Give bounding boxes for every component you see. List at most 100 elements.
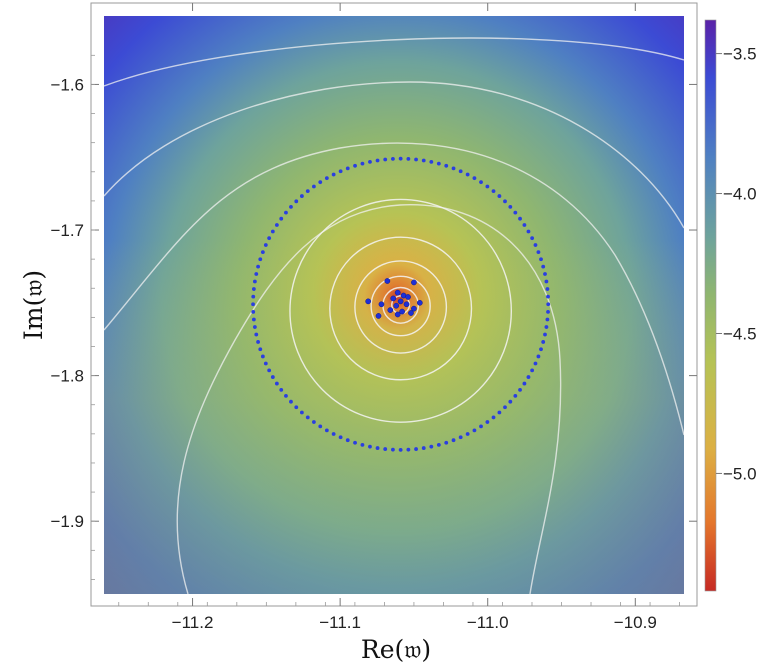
dotted-circle-dot — [289, 204, 293, 209]
dotted-circle-dot — [513, 393, 518, 398]
dotted-circle-dot — [254, 272, 259, 276]
scatter-point — [394, 311, 401, 318]
dotted-circle-dot — [541, 340, 546, 344]
dotted-circle-dot — [546, 309, 550, 314]
dotted-circle-dot — [383, 447, 388, 451]
dotted-circle-dot — [421, 158, 426, 163]
dotted-circle-dot — [260, 250, 265, 254]
dotted-circle-dot — [338, 435, 343, 440]
dotted-circle-dot — [485, 420, 490, 424]
dotted-circle-dot — [324, 428, 329, 433]
dotted-circle-dot — [274, 381, 279, 386]
dotted-circle-dot — [503, 405, 507, 410]
dotted-circle-dot — [458, 435, 463, 440]
dotted-circle-dot — [414, 157, 418, 162]
dotted-circle-dot — [522, 223, 527, 227]
dotted-circle-dot — [383, 157, 388, 162]
dotted-circle-dot — [256, 340, 260, 344]
dotted-circle-dot — [536, 354, 541, 359]
dotted-circle-dot — [299, 410, 304, 415]
dotted-circle-dot — [508, 204, 513, 209]
dotted-circle-dot — [251, 317, 256, 322]
dotted-circle-dot — [436, 443, 441, 447]
dotted-circle-dot — [251, 309, 256, 314]
dotted-circle-dot — [508, 399, 513, 404]
contour-line — [176, 204, 562, 594]
dotted-circle-dot — [497, 410, 502, 415]
colorbar-ramp — [704, 19, 717, 592]
dotted-circle-dot — [429, 444, 434, 449]
dotted-circle-dot — [472, 428, 477, 433]
dotted-circle-dot — [546, 294, 550, 299]
dotted-circle-dot — [252, 279, 257, 284]
dotted-circle-dot — [479, 180, 483, 185]
contour-ring — [370, 275, 431, 337]
contour-ring — [289, 198, 513, 423]
scatter-point — [416, 299, 423, 306]
dotted-circle-dot — [544, 279, 549, 284]
x-axis-ticks: −11.2 −11.1 −11.0 −10.9 — [118, 3, 680, 632]
dotted-circle-dot — [258, 347, 263, 352]
scatter-point — [408, 310, 414, 316]
scatter-point — [365, 298, 372, 305]
y-tick-label: −1.6 — [50, 75, 84, 94]
scatter-points — [365, 278, 423, 319]
dotted-circle-dot — [284, 210, 288, 215]
dotted-circle-dot — [368, 159, 372, 164]
dotted-circle-dot — [267, 236, 272, 241]
contour-ring — [329, 236, 473, 381]
dotted-circle-dot — [541, 264, 546, 269]
scatter-point — [390, 295, 397, 302]
contour-lines — [104, 37, 684, 594]
dotted-circle-dot — [270, 229, 275, 234]
dotted-circle-dot — [414, 447, 418, 451]
dotted-circle-dot — [311, 184, 316, 189]
dotted-circle-dot — [345, 166, 350, 171]
y-tick-label: −1.9 — [50, 512, 84, 531]
dotted-circle-dot — [263, 243, 268, 247]
dotted-circle-dot — [436, 161, 441, 166]
dotted-circle-dot — [360, 443, 365, 447]
x-tick-label: −11.0 — [467, 613, 509, 632]
scatter-point — [399, 308, 405, 315]
dotted-circle-dot — [324, 176, 329, 181]
dotted-circle-dot — [274, 223, 279, 227]
x-tick-label: −11.2 — [172, 613, 214, 632]
scatter-point — [405, 294, 411, 300]
dotted-circle-dot — [270, 375, 275, 379]
scatter-point — [375, 313, 382, 319]
dotted-circle — [251, 156, 551, 452]
dotted-circle-dot — [465, 432, 470, 436]
dotted-circle-dot — [353, 163, 357, 168]
colorbar-ticks: −3.5 −4.0 −4.5 −5.0 — [716, 45, 757, 483]
x-tick-label: −11.1 — [319, 613, 361, 632]
y-tick-label: −1.8 — [50, 367, 84, 386]
dotted-circle-dot — [421, 446, 426, 450]
dotted-circle-dot — [331, 432, 336, 436]
dotted-circle-dot — [545, 287, 550, 291]
dotted-circle-dot — [391, 156, 395, 161]
dotted-circle-dot — [360, 161, 365, 166]
dotted-circle-dot — [479, 424, 483, 429]
scatter-point — [397, 298, 404, 305]
dotted-circle-dot — [305, 189, 310, 194]
colorbar-tick-label: −4.0 — [723, 185, 757, 204]
dotted-circle-dot — [543, 272, 547, 276]
dotted-circle-dot — [429, 159, 434, 164]
y-axis-ticks: −1.6 −1.7 −1.8 −1.9 — [50, 54, 697, 580]
dotted-circle-dot — [472, 176, 477, 181]
y-tick-label: −1.7 — [50, 221, 84, 240]
dotted-circle-dot — [444, 440, 449, 445]
dotted-circle-dot — [539, 347, 543, 352]
dotted-circle-dot — [485, 184, 490, 189]
dotted-circle-dot — [545, 317, 550, 322]
dotted-circle-dot — [503, 199, 507, 204]
dotted-circle-dot — [539, 257, 543, 262]
scatter-point — [411, 279, 417, 286]
dotted-circle-dot — [543, 332, 547, 337]
scatter-point — [394, 289, 401, 296]
dotted-circle-dot — [311, 420, 316, 424]
dotted-circle-dot — [458, 169, 463, 174]
dotted-circle-dot — [267, 368, 272, 373]
dotted-circle-dot — [491, 189, 496, 194]
